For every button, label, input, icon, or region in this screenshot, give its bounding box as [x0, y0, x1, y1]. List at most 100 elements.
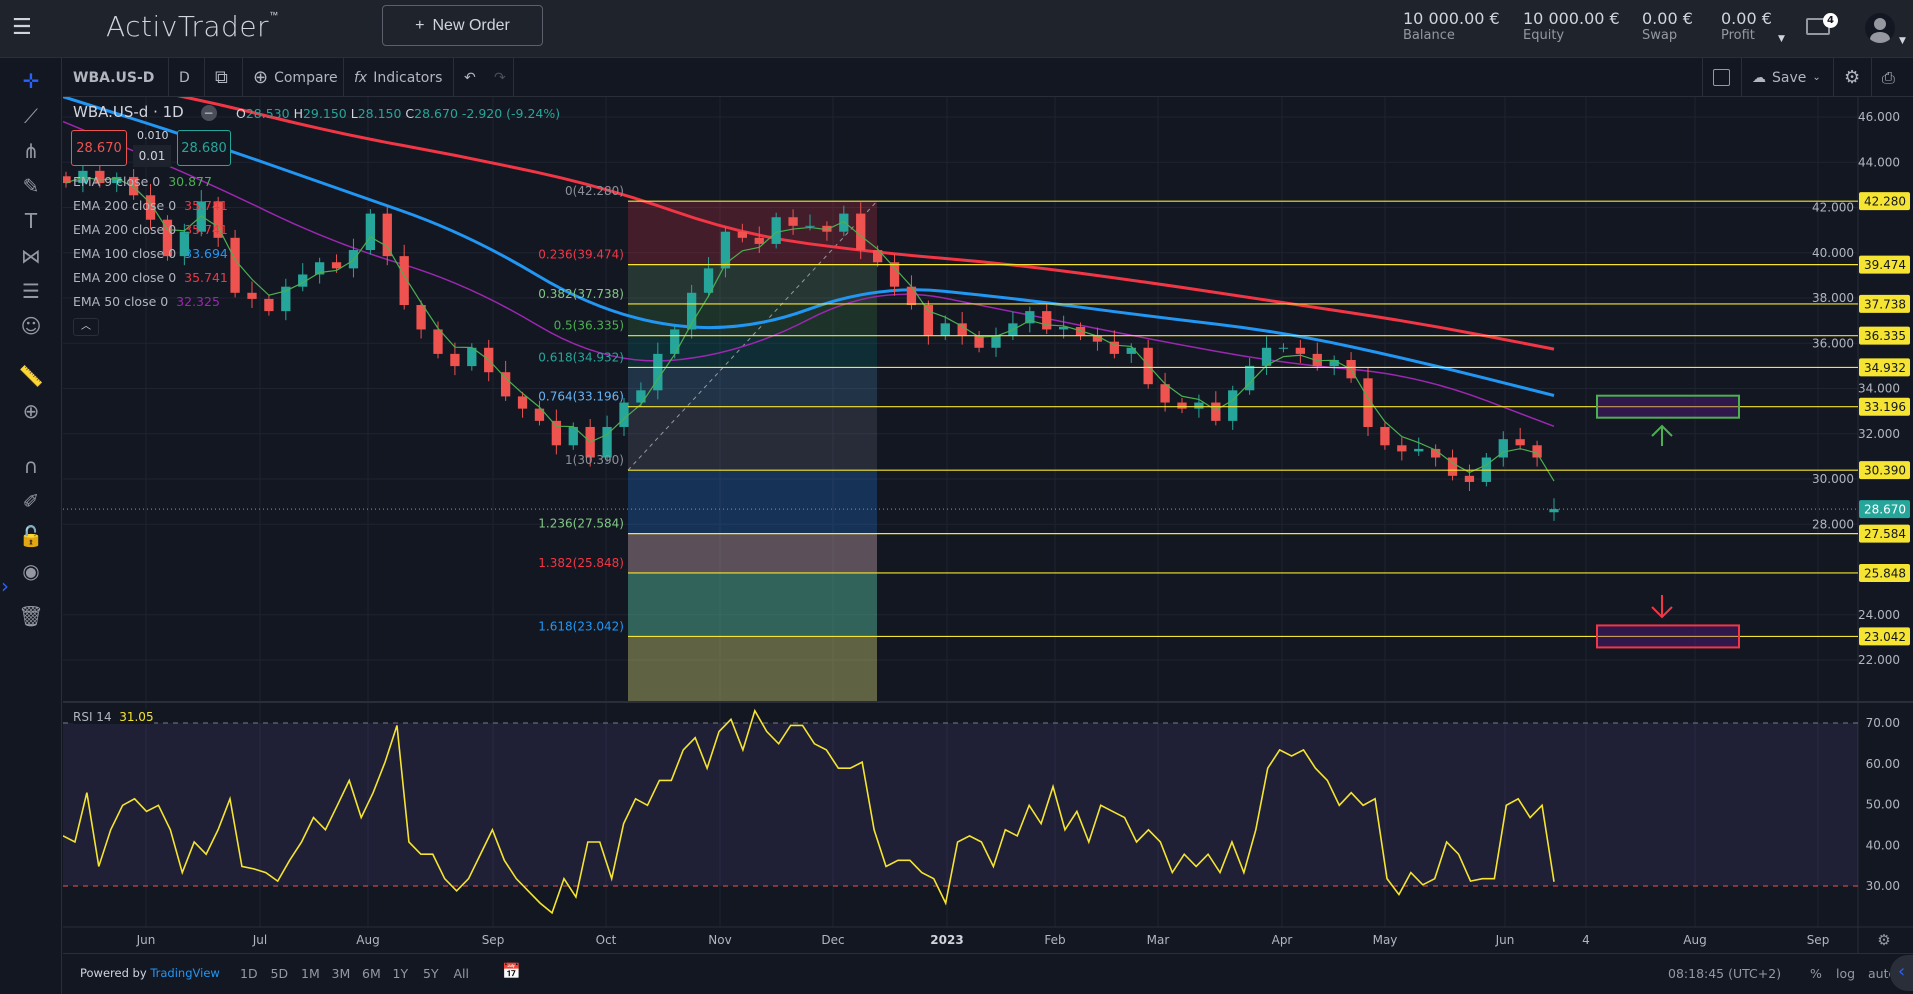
emoji-icon[interactable]: ☺ [20, 314, 42, 338]
candle-body [230, 237, 240, 293]
candle-body [128, 176, 139, 196]
time-tick: 2023 [930, 933, 963, 947]
lock-icon[interactable]: 🔓 [18, 524, 44, 548]
logo: ActivTrader™ [106, 10, 279, 43]
fib-price-tag [1859, 563, 1910, 582]
fib-icon[interactable]: ☰ [22, 279, 40, 303]
avatar[interactable] [1865, 13, 1895, 43]
compare-button[interactable]: ⊕ Compare [243, 58, 344, 97]
candle-body [1414, 448, 1424, 452]
range-1m[interactable]: 1M [301, 966, 320, 981]
candle-body [298, 274, 308, 287]
avatar-dropdown-icon[interactable]: ▼ [1899, 36, 1906, 46]
candle [889, 254, 900, 296]
ema-legend-item[interactable]: EMA 50 close 0 32.325 [73, 294, 220, 309]
camera-icon[interactable]: ⎙ [1882, 67, 1895, 87]
pattern-icon[interactable]: ⋈ [21, 244, 41, 268]
candle [686, 284, 697, 339]
fib-label-0.236: 0.236(39.474) [538, 248, 624, 262]
range-1y[interactable]: 1Y [392, 966, 409, 981]
time-tick: Nov [708, 933, 731, 947]
percent-toggle[interactable]: % [1810, 966, 1822, 981]
candle [1211, 391, 1221, 426]
fib-price-tag-label: 25.848 [1864, 566, 1906, 580]
ema-legend-item[interactable]: EMA 200 close 0 35.741 [73, 270, 228, 285]
price-tick: 42.000 [1812, 201, 1854, 215]
new-order-button[interactable]: + New Order [382, 5, 543, 46]
zoom-in-icon[interactable]: ⊕ [22, 399, 40, 423]
fib-price-tag [1859, 255, 1910, 274]
tradingview-link[interactable]: TradingView [150, 966, 220, 980]
fib-price-tag-label: 34.932 [1864, 361, 1906, 375]
expand-sidebar-icon[interactable]: › [1, 574, 9, 598]
magnet-icon[interactable]: ∩ [23, 454, 39, 478]
fib-price-tag [1859, 358, 1910, 377]
price-tick: 28.000 [1812, 517, 1854, 531]
pitchfork-icon[interactable]: ⋔ [22, 139, 40, 163]
collapse-panel-icon[interactable]: ‹ [1890, 955, 1913, 991]
range-1d[interactable]: 1D [240, 966, 258, 981]
range-5y[interactable]: 5Y [423, 966, 439, 981]
new-order-label: New Order [432, 16, 510, 34]
settings-icon[interactable]: ⚙ [1834, 58, 1872, 97]
crosshair-icon[interactable]: ✛ [22, 69, 40, 93]
candle-body [923, 305, 934, 336]
ema-legend-item[interactable]: EMA 200 close 0 35.741 [73, 222, 228, 237]
profit-stat[interactable]: 0.00 € Profit [1721, 10, 1772, 44]
ema-label: EMA 200 close 0 [73, 198, 177, 213]
redo-icon[interactable]: ↷ [484, 58, 514, 97]
collapse-legend-icon[interactable]: ︿ [73, 318, 99, 336]
ema-legend-item[interactable]: EMA 9 close 0 30.877 [73, 174, 212, 189]
rsi-legend: RSI 14 31.05 [73, 710, 154, 724]
candle-body [619, 402, 629, 427]
bottom-bar [63, 953, 1913, 994]
top-header [0, 0, 1913, 58]
candle [1312, 342, 1322, 371]
profit-value: 0.00 € [1721, 9, 1772, 28]
symbol-search[interactable]: WBA.US-D [63, 58, 169, 97]
ruler-icon[interactable]: 📏 [18, 364, 44, 388]
brush-icon[interactable]: ✎ [22, 174, 40, 198]
lock-drawing-icon[interactable]: ✐ [22, 489, 40, 513]
menu-icon[interactable]: ☰ [12, 15, 32, 40]
fib-price-tag [1859, 461, 1910, 480]
candles-icon[interactable]: ⧉ [205, 58, 243, 97]
rsi-value: 31.05 [119, 710, 154, 724]
candle [1278, 343, 1289, 353]
equity-stat: 10 000.00 € Equity [1523, 10, 1620, 44]
auto-toggle[interactable]: auto [1868, 966, 1890, 981]
candle [703, 257, 714, 298]
interval-button[interactable]: D [169, 58, 205, 97]
ema-value: 32.325 [176, 294, 220, 309]
candle [1025, 306, 1035, 333]
candle-body [1515, 439, 1525, 446]
buy-button[interactable]: 28.680 [177, 130, 231, 166]
range-all[interactable]: All [453, 966, 470, 981]
ema-value: 35.741 [184, 270, 228, 285]
collapse-icon[interactable]: − [200, 104, 217, 121]
layout-icon[interactable] [1702, 58, 1742, 97]
ema-value: 35.741 [184, 198, 228, 213]
range-5d[interactable]: 5D [270, 966, 289, 981]
text-icon[interactable]: T [24, 209, 38, 233]
indicators-button[interactable]: fx Indicators [344, 58, 454, 97]
eye-icon[interactable]: ◉ [22, 559, 40, 583]
sell-button[interactable]: 28.670 [71, 130, 127, 166]
ema-line-ema100 [63, 97, 1555, 397]
range-3m[interactable]: 3M [331, 966, 351, 981]
log-toggle[interactable]: log [1836, 966, 1856, 981]
range-6m[interactable]: 6M [362, 966, 381, 981]
trash-icon[interactable]: 🗑 [18, 604, 44, 628]
trend-line-icon[interactable]: ⟋ [24, 104, 38, 128]
candle [63, 171, 71, 188]
ema-legend-item[interactable]: EMA 100 close 0 33.694 [73, 246, 228, 261]
rsi-tick: 60.00 [1866, 757, 1900, 771]
save-button[interactable]: ☁ Save ⌄ [1742, 58, 1834, 97]
candle [500, 360, 511, 401]
ema-legend-item[interactable]: EMA 200 close 0 35.741 [73, 198, 228, 213]
undo-icon[interactable]: ↶ [464, 69, 476, 86]
stats-dropdown-icon[interactable]: ▼ [1778, 34, 1785, 44]
date-range-icon[interactable]: 📅 [502, 962, 521, 980]
candle [602, 415, 612, 463]
